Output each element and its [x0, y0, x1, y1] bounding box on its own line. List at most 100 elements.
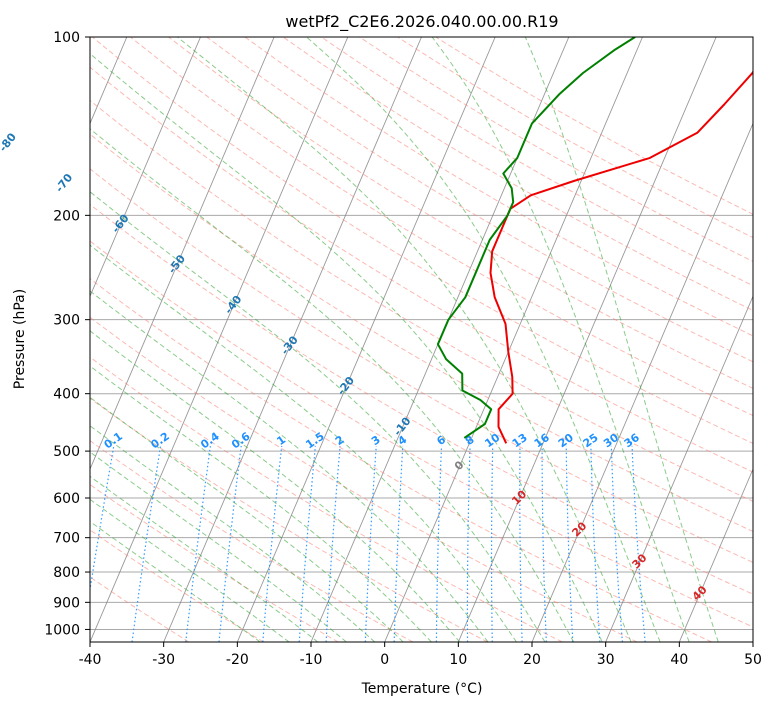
- mixing-ratio-line: [541, 445, 547, 642]
- moist-adiabat-line: [90, 475, 319, 642]
- mixing-ratio-label: 1.5: [303, 430, 326, 452]
- isopleth-labels: 0.10.20.40.611.52346810131620253036-100-…: [0, 130, 710, 603]
- x-tick-label: -40: [79, 652, 102, 668]
- moist-adiabat-line: [90, 520, 261, 642]
- moist-adiabat-line: [90, 244, 517, 642]
- isotherm-line: [90, 37, 349, 642]
- isotherm-line: [163, 37, 422, 642]
- moist-adiabat-line: [524, 37, 719, 642]
- dry-adiabat-line: [206, 37, 753, 363]
- x-axis-title: Temperature (°C): [361, 681, 483, 697]
- dry-adiabat-line: [90, 168, 753, 563]
- mixing-ratio-line: [631, 445, 646, 642]
- moist-adiabat-label: 30: [630, 551, 650, 571]
- profile-lines: [436, 37, 753, 444]
- dry-adiabat-line: [90, 356, 563, 642]
- x-tick-label: 0: [380, 652, 389, 668]
- dry-adiabat-line: [90, 483, 339, 642]
- y-tick-label: 400: [53, 387, 80, 403]
- dewpoint-line: [436, 37, 636, 439]
- dry-adiabat-label: -50: [166, 252, 189, 276]
- mixing-ratio-line: [325, 445, 341, 642]
- mixing-ratio-label: 3: [369, 433, 383, 448]
- dry-adiabat-line: [90, 529, 264, 642]
- isotherm-line: [605, 295, 753, 642]
- plot-frame: [89, 36, 754, 643]
- moist-adiabat-label: 40: [690, 583, 710, 603]
- dry-adiabat-line: [90, 66, 753, 473]
- x-tick-label: 50: [744, 652, 762, 668]
- moist-adiabat-line: [177, 37, 632, 642]
- x-tick-label: -30: [152, 652, 175, 668]
- mixing-ratio-label: 36: [622, 431, 642, 451]
- mixing-ratio-line: [218, 445, 242, 642]
- y-tick-label: 100: [53, 30, 80, 46]
- axis-ticks: -40 -30 -20 -10 0 10 20 30 40 5010020030040050060…: [44, 30, 762, 668]
- moist-adiabat-line: [431, 37, 690, 642]
- mixing-ratio-line: [590, 445, 601, 642]
- mixing-ratio-line: [435, 445, 443, 642]
- moist-adiabat-label: 0: [452, 458, 467, 473]
- y-tick-label: 300: [53, 313, 80, 329]
- isotherm-line: [90, 37, 201, 298]
- moist-adiabat-line: [90, 330, 461, 642]
- mixing-ratio-line: [490, 445, 494, 642]
- dry-adiabat-line: [282, 37, 753, 312]
- mixing-ratio-label: 10: [482, 431, 502, 451]
- isotherm-line: [457, 37, 717, 642]
- dry-adiabat-line: [90, 240, 753, 628]
- dry-adiabat-line: [90, 397, 488, 642]
- dry-adiabat-label: -70: [53, 171, 76, 195]
- y-axis-title: Pressure (hPa): [12, 289, 28, 389]
- moist-adiabat-line: [90, 128, 575, 642]
- moist-adiabat-line: [90, 498, 290, 642]
- moist-adiabat-line: [90, 365, 432, 642]
- mixing-ratio-line: [131, 445, 162, 642]
- temperature-line: [489, 70, 753, 444]
- x-tick-label: -10: [300, 652, 323, 668]
- background-lines: [90, 37, 753, 642]
- mixing-ratio-line: [610, 445, 623, 642]
- isotherm-line: [752, 640, 753, 642]
- x-tick-label: 20: [523, 652, 541, 668]
- dry-adiabat-label: -80: [0, 130, 19, 154]
- x-tick-label: 10: [449, 652, 467, 668]
- dry-adiabat-line: [90, 440, 414, 642]
- mixing-ratio-label: 30: [601, 431, 621, 451]
- dry-adiabat-line: [90, 203, 753, 595]
- y-tick-label: 800: [53, 565, 80, 581]
- mixing-ratio-line: [185, 445, 211, 642]
- moist-adiabat-line: [90, 52, 603, 642]
- mixing-ratio-line: [466, 445, 471, 642]
- mixing-ratio-line: [565, 445, 574, 642]
- dry-adiabat-line: [90, 99, 753, 502]
- mixing-ratio-line: [519, 445, 523, 642]
- mixing-ratio-label: 0.6: [229, 429, 253, 451]
- y-tick-label: 600: [53, 491, 80, 507]
- moist-adiabat-line: [90, 290, 489, 642]
- y-tick-label: 900: [53, 595, 80, 611]
- isotherm-line: [90, 37, 275, 471]
- mixing-ratio-line: [364, 445, 377, 642]
- mixing-ratio-label: 20: [556, 431, 576, 451]
- mixing-ratio-label: 2: [333, 433, 347, 448]
- moist-adiabat-label: 20: [569, 519, 589, 539]
- dry-adiabat-label: -30: [278, 333, 301, 357]
- mixing-ratio-label: 16: [532, 431, 552, 451]
- mixing-ratio-line: [393, 445, 404, 642]
- isotherm-line: [531, 122, 753, 642]
- y-tick-label: 500: [53, 444, 80, 460]
- moist-adiabat-line: [90, 425, 376, 642]
- x-tick-label: 40: [670, 652, 688, 668]
- dry-adiabat-line: [359, 37, 753, 263]
- y-tick-label: 200: [53, 208, 80, 224]
- moist-adiabat-label: 10: [509, 487, 529, 507]
- dry-adiabat-line: [90, 278, 712, 642]
- dry-adiabat-label: -10: [391, 414, 414, 438]
- mixing-ratio-label: 13: [510, 431, 530, 450]
- dry-adiabat-line: [168, 37, 753, 389]
- isotherm-line: [384, 37, 643, 642]
- dry-adiabat-line: [244, 37, 753, 337]
- chart-title: wetPf2_C2E6.2026.040.00.00.R19: [285, 12, 558, 32]
